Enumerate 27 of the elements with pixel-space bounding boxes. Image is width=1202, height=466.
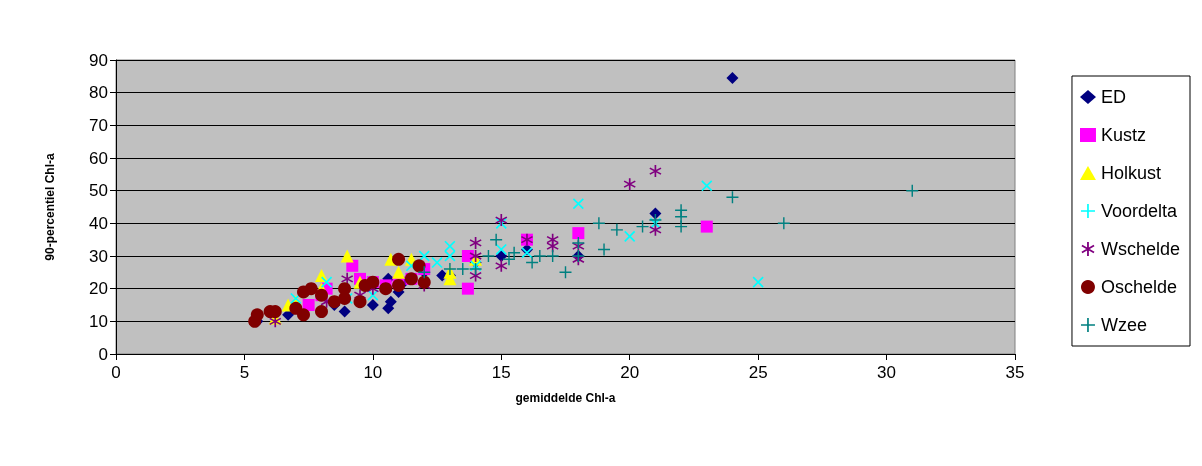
x-axis-title: gemiddelde Chl-a	[515, 391, 616, 405]
legend-label: Voordelta	[1100, 201, 1179, 221]
legend-label: Holkust	[1100, 163, 1161, 183]
legend-label: Kustz	[1100, 125, 1146, 145]
y-tick-label: 50	[89, 181, 108, 201]
y-tick-label: 70	[89, 115, 108, 135]
legend-label: ED	[1100, 87, 1126, 107]
y-tick-label: 10	[89, 311, 108, 331]
y-tick-label: 0	[98, 344, 108, 364]
x-tick-label: 5	[239, 363, 250, 382]
y-tick-label: 40	[89, 213, 108, 233]
y-axis-title: 90-percentiel Chl-a	[43, 152, 57, 261]
x-tick-label: 15	[491, 363, 511, 382]
y-tick-label: 60	[89, 148, 108, 168]
x-tick-label: 0	[111, 363, 121, 382]
y-tick-label: 20	[89, 279, 108, 299]
x-tick-label: 30	[877, 363, 897, 382]
legend-label: Wzee	[1100, 315, 1147, 335]
x-tick-label: 25	[748, 363, 768, 382]
y-tick-label: 90	[89, 50, 108, 70]
legend-label: Oschelde	[1100, 277, 1178, 297]
x-tick-label: 20	[620, 363, 640, 382]
y-tick-label: 80	[89, 83, 108, 103]
y-tick-label: 30	[89, 246, 108, 266]
legend-label: Wschelde	[1100, 239, 1180, 259]
x-tick-label: 10	[363, 363, 383, 382]
x-tick-label: 35	[1005, 363, 1025, 382]
